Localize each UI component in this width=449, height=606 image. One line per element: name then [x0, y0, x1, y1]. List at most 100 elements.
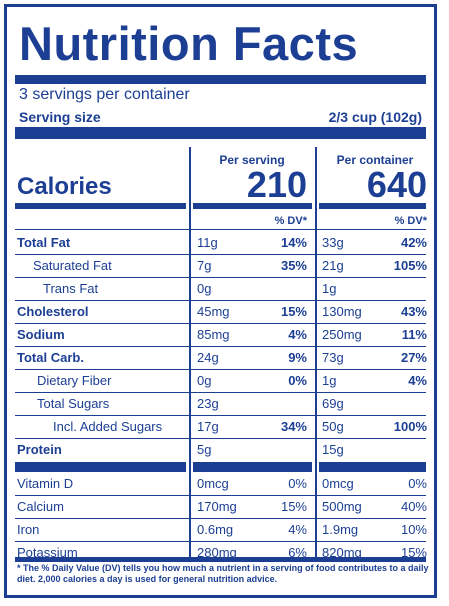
serving-dv: 0%	[288, 476, 307, 491]
serving-dv: 35%	[280, 258, 307, 273]
container-amount: 1.9mg	[322, 522, 359, 537]
serving-dv: 4%	[288, 522, 307, 537]
nutrient-name: Trans Fat	[43, 281, 99, 296]
per-serving-header: Per serving	[219, 153, 285, 167]
calories-per-container: 640	[366, 164, 427, 205]
serving-rule	[15, 127, 426, 139]
container-amount: 50g	[322, 419, 344, 434]
nutrition-label: Nutrition Facts 3 servings per container…	[4, 4, 437, 598]
container-dv: 27%	[400, 350, 427, 365]
column-divider-container	[315, 147, 317, 559]
serving-amount: 0g	[197, 373, 212, 388]
container-dv: 40%	[400, 499, 427, 514]
serving-amount: 85mg	[197, 327, 230, 342]
vitamin-name: Calcium	[17, 499, 64, 514]
nutrient-name: Protein	[17, 442, 62, 457]
container-dv: 11%	[401, 327, 427, 342]
serving-dv: 15%	[280, 499, 307, 514]
serving-dv: 4%	[288, 327, 307, 342]
container-dv: 0%	[408, 476, 427, 491]
title-rule	[15, 75, 426, 84]
row-separator	[15, 229, 426, 230]
row-separator	[15, 495, 426, 496]
row-separator	[15, 392, 426, 393]
serving-amount: 23g	[197, 396, 219, 411]
vitamin-name: Potassium	[17, 545, 78, 560]
row-separator	[15, 541, 426, 542]
serving-dv: 15%	[280, 304, 307, 319]
serving-amount: 45mg	[197, 304, 230, 319]
container-dv: 43%	[400, 304, 427, 319]
serving-dv: 6%	[288, 545, 307, 560]
row-separator	[15, 369, 426, 370]
footnote-rule	[15, 557, 426, 562]
nutrient-name: Saturated Fat	[33, 258, 112, 273]
vitamin-name: Vitamin D	[17, 476, 74, 491]
container-dv: 10%	[400, 522, 427, 537]
dv-header-container: % DV*	[394, 215, 427, 227]
calories-rule	[319, 203, 426, 209]
nutrient-name: Dietary Fiber	[37, 373, 112, 388]
row-separator	[15, 438, 426, 439]
footnote: * The % Daily Value (DV) tells you how m…	[17, 563, 429, 584]
serving-amount: 5g	[197, 442, 212, 457]
container-dv: 4%	[408, 373, 427, 388]
protein-rule	[15, 462, 186, 472]
serving-dv: 34%	[280, 419, 307, 434]
servings-per-container: 3 servings per container	[19, 86, 190, 103]
serving-amount: 17g	[197, 419, 219, 434]
container-dv: 100%	[393, 419, 427, 434]
container-amount: 130mg	[322, 304, 362, 319]
serving-amount: 11g	[197, 235, 218, 250]
serving-amount: 24g	[197, 350, 219, 365]
calories-rule	[15, 203, 186, 209]
nutrient-name: Total Fat	[17, 235, 71, 250]
serving-amount: 170mg	[197, 499, 237, 514]
container-dv: 42%	[400, 235, 427, 250]
container-amount: 250mg	[322, 327, 362, 342]
nutrient-name: Total Carb.	[17, 350, 84, 365]
serving-size-value: 2/3 cup (102g)	[328, 109, 422, 125]
nutrient-name: Sodium	[17, 327, 65, 342]
row-separator	[15, 254, 426, 255]
container-amount: 21g	[322, 258, 344, 273]
serving-dv: 0%	[288, 373, 307, 388]
container-amount: 73g	[322, 350, 344, 365]
serving-amount: 0.6mg	[197, 522, 234, 537]
calories-per-serving: 210	[246, 164, 307, 205]
calories-rule	[193, 203, 312, 209]
row-separator	[15, 277, 426, 278]
serving-dv: 14%	[280, 235, 307, 250]
nutrient-name: Incl. Added Sugars	[53, 419, 163, 434]
nutrient-name: Total Sugars	[37, 396, 110, 411]
container-amount: 0mcg	[322, 476, 354, 491]
calories-label: Calories	[17, 173, 112, 200]
serving-amount: 0mcg	[197, 476, 229, 491]
label-title: Nutrition Facts	[19, 17, 359, 70]
container-amount: 1g	[322, 373, 337, 388]
row-separator	[15, 415, 426, 416]
row-separator	[15, 323, 426, 324]
per-container-header: Per container	[336, 153, 414, 167]
row-separator	[15, 300, 426, 301]
nutrient-name: Cholesterol	[17, 304, 89, 319]
container-amount: 820mg	[322, 545, 362, 560]
serving-amount: 280mg	[197, 545, 237, 560]
container-amount: 500mg	[322, 499, 362, 514]
serving-amount: 0g	[197, 281, 212, 296]
protein-rule	[193, 462, 312, 472]
serving-dv: 9%	[288, 350, 307, 365]
column-divider-serving	[189, 147, 191, 559]
row-separator	[15, 346, 426, 347]
container-amount: 1g	[322, 281, 337, 296]
vitamin-name: Iron	[17, 522, 40, 537]
container-dv: 105%	[393, 258, 427, 273]
protein-rule	[319, 462, 426, 472]
row-separator	[15, 518, 426, 519]
dv-header-serving: % DV*	[274, 215, 307, 227]
container-amount: 69g	[322, 396, 344, 411]
serving-size-label: Serving size	[19, 109, 101, 125]
container-dv: 15%	[400, 545, 427, 560]
container-amount: 15g	[322, 442, 344, 457]
serving-amount: 7g	[197, 258, 212, 273]
